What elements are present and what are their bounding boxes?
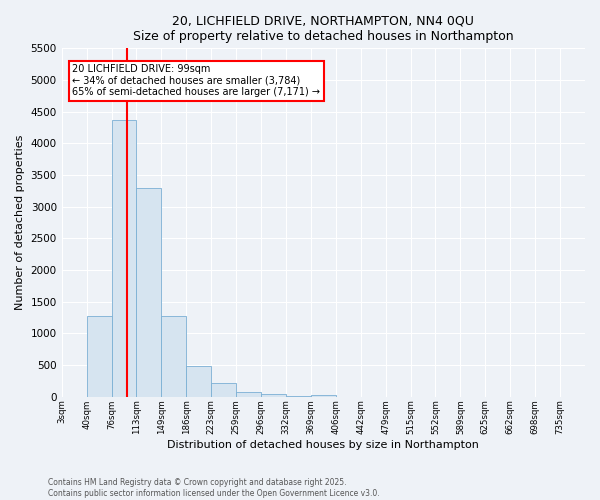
- Bar: [311, 395, 336, 397]
- Bar: [236, 392, 261, 397]
- Bar: [112, 120, 136, 397]
- Bar: [186, 366, 211, 397]
- Text: 20 LICHFIELD DRIVE: 99sqm
← 34% of detached houses are smaller (3,784)
65% of se: 20 LICHFIELD DRIVE: 99sqm ← 34% of detac…: [72, 64, 320, 97]
- X-axis label: Distribution of detached houses by size in Northampton: Distribution of detached houses by size …: [167, 440, 479, 450]
- Bar: [136, 188, 161, 397]
- Bar: [286, 396, 311, 397]
- Y-axis label: Number of detached properties: Number of detached properties: [15, 135, 25, 310]
- Bar: [161, 316, 186, 397]
- Bar: [261, 394, 286, 397]
- Title: 20, LICHFIELD DRIVE, NORTHAMPTON, NN4 0QU
Size of property relative to detached : 20, LICHFIELD DRIVE, NORTHAMPTON, NN4 0Q…: [133, 15, 514, 43]
- Text: Contains HM Land Registry data © Crown copyright and database right 2025.
Contai: Contains HM Land Registry data © Crown c…: [48, 478, 380, 498]
- Bar: [86, 316, 112, 397]
- Bar: [211, 384, 236, 397]
